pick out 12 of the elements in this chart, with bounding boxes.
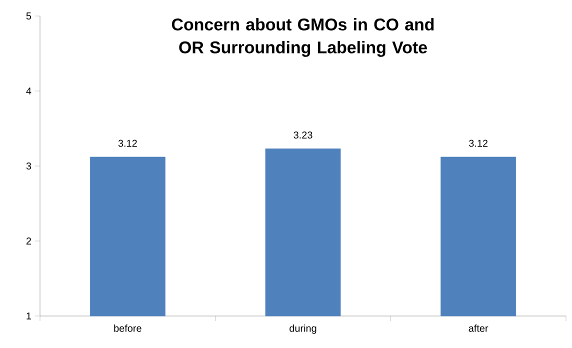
y-tick-label: 1 [26,312,31,320]
y-tick-label: 3 [26,162,32,170]
y-tick-label: 2 [26,238,31,244]
data-label: 3.12 [469,140,488,147]
data-label: 3.23 [294,132,312,139]
y-tick-label: 4 [26,88,32,94]
data-label: 3.12 [118,140,137,147]
x-tick-label: before [114,324,142,332]
text: Concern about GMOs in CO and OR Surrounding Labeling Vote [172,18,434,57]
y-tick-label: 5 [26,12,32,20]
x-tick-label: after [468,324,488,332]
x-tick-label: during [290,324,316,334]
